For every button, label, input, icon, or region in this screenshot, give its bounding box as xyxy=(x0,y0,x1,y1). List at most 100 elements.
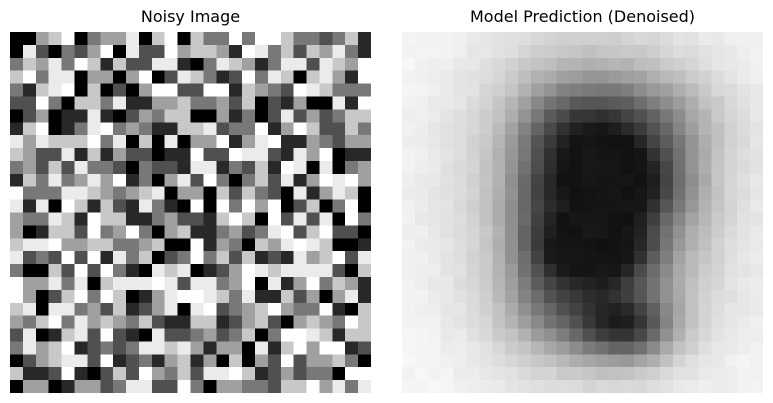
noise-pixel xyxy=(126,96,140,110)
noise-pixel xyxy=(177,367,191,381)
noise-pixel xyxy=(216,32,230,46)
denoised-pixel xyxy=(646,199,661,213)
noise-pixel xyxy=(216,354,230,368)
noise-pixel xyxy=(345,148,359,162)
noise-pixel xyxy=(35,160,49,175)
denoised-pixel xyxy=(659,96,674,110)
denoised-pixel xyxy=(659,276,674,291)
noise-pixel xyxy=(358,57,371,71)
noise-pixel xyxy=(10,276,24,291)
denoised-pixel xyxy=(608,341,622,355)
denoised-pixel xyxy=(402,135,416,149)
noise-pixel xyxy=(35,44,49,59)
denoised-pixel xyxy=(711,83,725,97)
noise-pixel xyxy=(61,160,75,175)
denoised-pixel xyxy=(621,96,635,110)
denoised-pixel xyxy=(543,32,557,46)
denoised-pixel xyxy=(518,225,532,239)
denoised-pixel xyxy=(737,70,751,84)
denoised-pixel xyxy=(711,199,725,213)
denoised-pixel xyxy=(402,148,416,162)
denoised-pixel xyxy=(492,251,506,265)
noise-pixel xyxy=(306,354,320,368)
denoised-pixel xyxy=(543,212,557,226)
noise-pixel xyxy=(151,328,165,342)
denoised-pixel xyxy=(646,225,661,239)
noise-pixel xyxy=(151,302,165,316)
denoised-pixel xyxy=(569,328,583,342)
noise-pixel xyxy=(164,302,178,316)
denoised-pixel xyxy=(608,328,622,342)
denoised-pixel xyxy=(737,238,751,252)
denoised-pixel xyxy=(634,57,648,71)
noise-pixel xyxy=(254,354,269,368)
denoised-pixel xyxy=(711,225,725,239)
denoised-pixel xyxy=(582,122,596,136)
denoised-pixel xyxy=(492,83,506,97)
noise-pixel xyxy=(280,302,294,316)
denoised-pixel xyxy=(750,302,763,316)
denoised-pixel xyxy=(634,264,648,278)
noise-pixel xyxy=(48,135,62,149)
noise-pixel xyxy=(203,109,217,123)
noise-pixel xyxy=(126,380,140,393)
denoised-pixel xyxy=(402,96,416,110)
denoised-pixel xyxy=(479,96,493,110)
denoised-pixel xyxy=(750,44,763,59)
noise-pixel xyxy=(254,57,269,71)
noise-pixel xyxy=(177,264,191,278)
denoised-pixel xyxy=(505,354,519,368)
denoised-pixel xyxy=(750,264,763,278)
noise-pixel xyxy=(22,367,37,381)
noise-pixel xyxy=(332,70,346,84)
denoised-pixel xyxy=(634,173,648,187)
denoised-pixel xyxy=(685,289,699,304)
denoised-pixel xyxy=(479,212,493,226)
noise-pixel xyxy=(332,122,346,136)
denoised-pixel xyxy=(427,341,441,355)
noise-pixel xyxy=(113,341,127,355)
denoised-pixel xyxy=(685,302,699,316)
noise-pixel xyxy=(345,32,359,46)
noise-pixel xyxy=(35,354,49,368)
noise-pixel xyxy=(164,57,178,71)
denoised-pixel xyxy=(466,341,480,355)
noise-pixel xyxy=(254,70,269,84)
noise-pixel xyxy=(345,70,359,84)
denoised-pixel xyxy=(556,135,570,149)
denoised-pixel xyxy=(646,186,661,200)
noise-pixel xyxy=(35,238,49,252)
noise-pixel xyxy=(10,44,24,59)
noise-pixel xyxy=(164,135,178,149)
denoised-pixel xyxy=(466,186,480,200)
denoised-pixel xyxy=(698,57,712,71)
denoised-pixel xyxy=(685,354,699,368)
denoised-pixel xyxy=(737,160,751,175)
denoised-pixel xyxy=(453,341,467,355)
noise-pixel xyxy=(113,32,127,46)
denoised-pixel xyxy=(556,367,570,381)
denoised-pixel xyxy=(402,199,416,213)
denoised-pixel xyxy=(724,328,738,342)
denoised-pixel xyxy=(685,380,699,393)
denoised-pixel xyxy=(556,83,570,97)
noise-pixel xyxy=(267,302,282,316)
noise-pixel xyxy=(345,212,359,226)
noise-pixel xyxy=(87,315,101,329)
noise-pixel xyxy=(113,289,127,304)
denoised-pixel xyxy=(414,186,429,200)
noise-pixel xyxy=(113,70,127,84)
noise-pixel xyxy=(229,96,243,110)
noise-pixel xyxy=(229,354,243,368)
noise-pixel xyxy=(203,225,217,239)
denoised-pixel xyxy=(634,328,648,342)
noise-pixel xyxy=(48,380,62,393)
noise-pixel xyxy=(229,109,243,123)
noise-pixel xyxy=(177,341,191,355)
noise-pixel xyxy=(267,135,282,149)
denoised-pixel xyxy=(556,328,570,342)
noise-pixel xyxy=(35,199,49,213)
denoised-pixel xyxy=(750,160,763,175)
noise-pixel xyxy=(293,173,307,187)
denoised-pixel xyxy=(479,32,493,46)
